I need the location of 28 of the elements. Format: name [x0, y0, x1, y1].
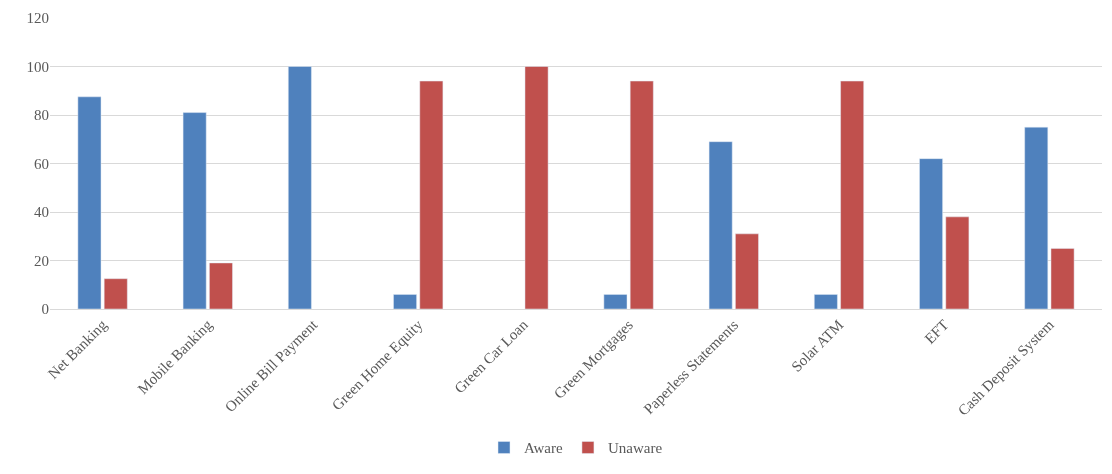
- y-tick-label: 100: [26, 58, 49, 75]
- legend-label: Aware: [524, 440, 563, 457]
- x-tick-label: EFT: [921, 316, 952, 347]
- legend-label: Unaware: [607, 440, 663, 457]
- y-tick-label: 60: [34, 155, 49, 172]
- bar: [1024, 126, 1049, 309]
- bar: [708, 141, 733, 309]
- bar: [629, 80, 654, 309]
- y-tick-label: 0: [41, 301, 49, 318]
- bar: [1050, 248, 1075, 309]
- bar: [919, 158, 943, 309]
- bar: [103, 278, 128, 309]
- bar: [524, 66, 549, 309]
- bar: [77, 96, 102, 309]
- y-tick-label: 80: [34, 107, 49, 124]
- bar: [209, 262, 233, 309]
- bar: [419, 80, 444, 309]
- bar: [840, 80, 864, 309]
- y-tick-label: 40: [34, 204, 49, 221]
- bar: [603, 294, 628, 309]
- bar: [393, 294, 417, 309]
- bar: [182, 112, 207, 309]
- bar: [288, 66, 312, 309]
- bar: [814, 294, 838, 309]
- y-tick-label: 20: [34, 252, 49, 269]
- y-tick-label: 120: [26, 10, 49, 27]
- bar: [945, 216, 970, 309]
- bar: [735, 233, 759, 309]
